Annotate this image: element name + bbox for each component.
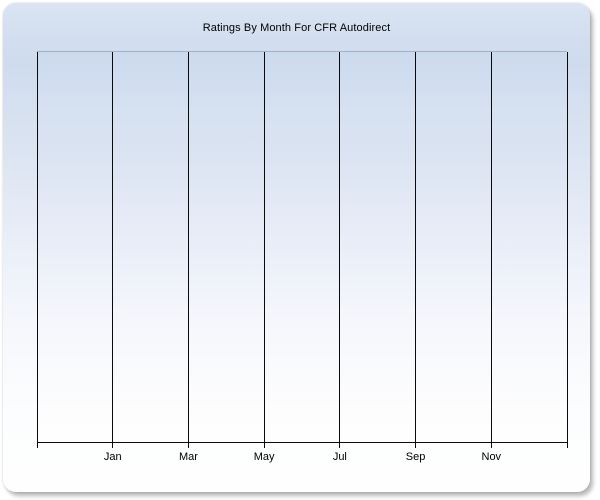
plot-area: Jan Mar May Jul Sep Nov bbox=[36, 51, 568, 463]
vertical-gridline bbox=[415, 52, 417, 448]
vertical-gridline bbox=[112, 52, 114, 448]
x-axis-tick-label: Jul bbox=[332, 451, 347, 463]
x-axis-tick-label: May bbox=[253, 451, 275, 463]
x-axis-tick-label: Mar bbox=[178, 451, 198, 463]
x-axis-tick-label: Jan bbox=[103, 451, 122, 463]
vertical-gridline bbox=[339, 52, 341, 448]
vertical-gridline bbox=[490, 52, 492, 448]
chart-title: Ratings By Month For CFR Autodirect bbox=[202, 22, 391, 34]
chart-panel: Ratings By Month For CFR Autodirect Jan M… bbox=[3, 3, 590, 492]
vertical-gridline bbox=[187, 52, 189, 448]
vertical-gridline bbox=[263, 52, 265, 448]
x-axis-tick-label: Sep bbox=[405, 451, 426, 463]
x-axis-tick-label: Nov bbox=[481, 451, 502, 463]
vertical-gridline bbox=[36, 52, 38, 448]
vertical-gridline bbox=[566, 52, 568, 448]
